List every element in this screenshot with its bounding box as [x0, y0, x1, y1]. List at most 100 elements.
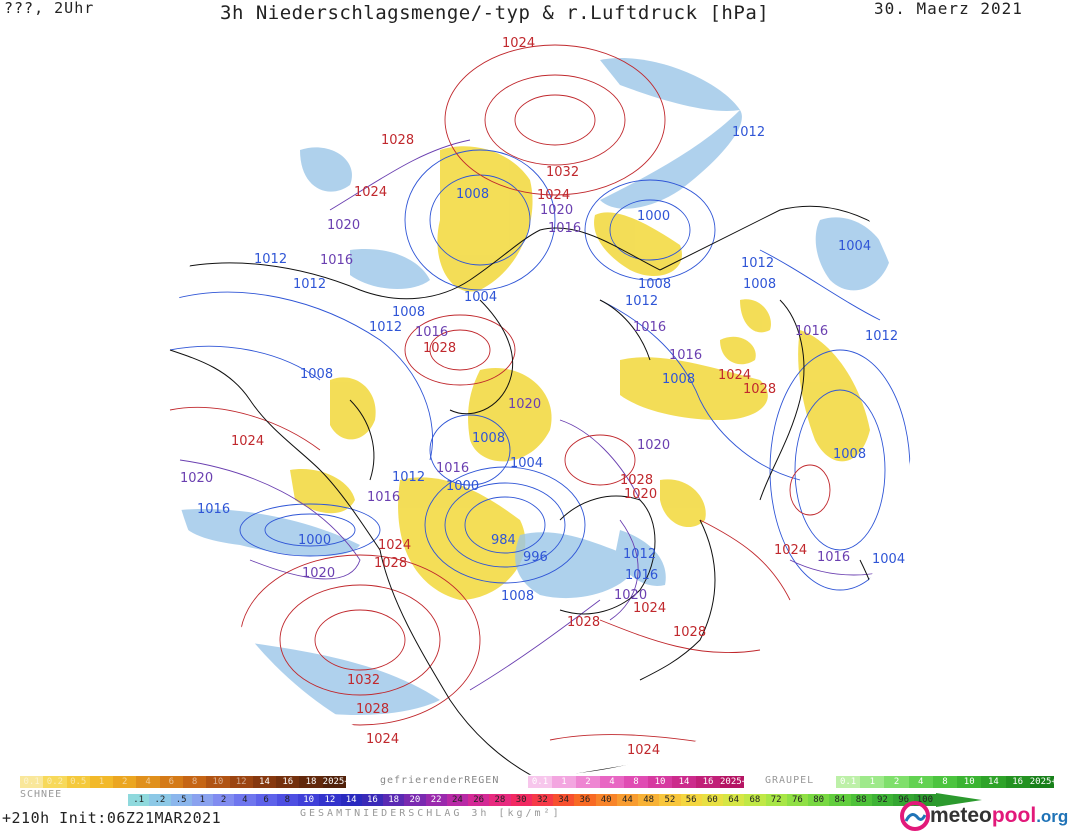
isobar-label: 1016: [795, 324, 828, 339]
isobar-label: 1016: [197, 502, 230, 517]
isobar-label: 1020: [624, 487, 657, 502]
isobar-label: 1028: [356, 702, 389, 717]
legend-graupel-swatch: 8: [932, 776, 958, 788]
isobar-label: 1028: [620, 473, 653, 488]
legend-snow-swatch: 64: [723, 794, 745, 806]
legend-rain-swatch: 10: [206, 776, 230, 788]
isobar-label: 1008: [638, 277, 671, 292]
total-precip-label: GESAMTNIEDERSCHLAG 3h [kg/m²]: [300, 808, 562, 819]
legend-graupel-swatch: 16: [1005, 776, 1030, 788]
isobar-label: 1008: [472, 431, 505, 446]
legend-snow-swatch: 60: [701, 794, 723, 806]
legend-freezing-swatch: 1: [552, 776, 576, 788]
isobar-label: 1004: [464, 290, 497, 305]
legend-snow-swatch: 22: [425, 794, 447, 806]
isobar-label: 1012: [392, 470, 425, 485]
isobar-label: 1028: [567, 615, 600, 630]
legend-freezing-swatch: 0.1: [528, 776, 552, 788]
legend-rain-swatch: 12: [229, 776, 253, 788]
isobar-label: 1028: [374, 556, 407, 571]
isobar-label: 1012: [254, 252, 287, 267]
isobar-label: 1000: [298, 533, 331, 548]
isobar-label: 1008: [392, 305, 425, 320]
legend-rain-swatch: 0.5: [66, 776, 90, 788]
legend-snow-swatch: 30: [510, 794, 532, 806]
isobar-label: 1000: [446, 479, 479, 494]
legend-freezing-swatch: 14: [672, 776, 696, 788]
legend-rain-swatch: 0.1: [20, 776, 44, 788]
legend-graupel-swatch: 14: [981, 776, 1006, 788]
isobar-label: 1032: [546, 165, 579, 180]
legend-freezing-swatch: 2025+: [720, 776, 748, 788]
isobar-label: 1028: [381, 133, 414, 148]
isobars-low: [169, 149, 911, 591]
isobar-label: 1020: [327, 218, 360, 233]
legend-snow-swatch: 72: [765, 794, 787, 806]
legend-graupel-swatch: 2025+: [1029, 776, 1057, 788]
isobar-label: 1012: [625, 294, 658, 309]
isobar-label: 1024: [366, 732, 399, 747]
legend-snow: .1.2.5 1 2 4 6 8 10 12 14 16 18 20 22 24 26 28 30 32 34 36 4…: [128, 794, 936, 806]
map-disc: [169, 44, 911, 775]
chart-title: 3h Niederschlagsmenge/-typ & r.Luftdruck…: [220, 2, 770, 24]
legend-snow-swatch: 34: [553, 794, 575, 806]
isobar-label: 1008: [833, 447, 866, 462]
isobar-label: 1024: [627, 743, 660, 758]
isobar-label: 1012: [741, 256, 774, 271]
legend-rain-swatch: 2025+: [322, 776, 350, 788]
isobars-high: [169, 44, 831, 746]
legend-rain-swatch: 4: [136, 776, 160, 788]
isobar-label: 1032: [347, 673, 380, 688]
legend-rain-swatch: 0.2: [43, 776, 67, 788]
legend-snow-swatch: 10: [298, 794, 320, 806]
isobar-label: 1024: [231, 434, 264, 449]
isobar-labels-mid: 1020 1016 1020 1020 1016 1020 1016 1016 …: [180, 203, 850, 603]
legend-snow-swatch: 88: [850, 794, 872, 806]
legend-snow-label: SCHNEE: [20, 789, 63, 800]
isobar-label: 1004: [872, 552, 905, 567]
legend-rain-swatch: 1: [89, 776, 114, 788]
isobar-label: 1028: [743, 382, 776, 397]
legend-snow-swatch: 8: [276, 794, 298, 806]
isobar-label: 1024: [633, 601, 666, 616]
legend-rain-swatch: 14: [252, 776, 277, 788]
legend-snow-swatch: 4: [234, 794, 256, 806]
isobar-label: 1016: [817, 550, 850, 565]
legend-rain-swatch: 8: [182, 776, 207, 788]
legend-snow-swatch: .1: [128, 794, 150, 806]
isobar-label: 1016: [633, 320, 666, 335]
isobar-label: 1024: [378, 538, 411, 553]
isobar-label: 1000: [637, 209, 670, 224]
isobar-label: 1016: [669, 348, 702, 363]
legend-snow-swatch: 6: [255, 794, 277, 806]
init-time: +210h Init:06Z21MAR2021: [2, 809, 222, 827]
isobar-label: 1024: [774, 543, 807, 558]
legend-snow-swatch: 1: [191, 794, 213, 806]
legend-snow-swatch: .5: [170, 794, 192, 806]
legend-snow-swatch: 68: [744, 794, 766, 806]
isobar-label: 1012: [732, 125, 765, 140]
isobar-label: 1012: [865, 329, 898, 344]
isobar-label: 1016: [548, 221, 581, 236]
isobar-label: 1016: [625, 568, 658, 583]
isobar-label: 1020: [180, 471, 213, 486]
legend-snow-swatch: 24: [446, 794, 468, 806]
isobar-label: 1020: [508, 397, 541, 412]
isobar-label: 1024: [354, 185, 387, 200]
legend-snow-swatch: 28: [489, 794, 511, 806]
legend-rain-swatch: 16: [276, 776, 300, 788]
isobar-label: 1020: [614, 588, 647, 603]
legend-freezing-swatch: 2: [576, 776, 600, 788]
isobar-label: 1024: [502, 36, 535, 51]
legend-graupel-swatch: 1: [860, 776, 885, 788]
meteopool-logo-icon: [900, 801, 930, 831]
legend-graupel-swatch: 10: [957, 776, 982, 788]
legend-rain: 0.1 0.2 0.5 1 2 4 6 8 10 12 14 16 18 2025+: [20, 776, 350, 788]
legend-snow-swatch: .2: [149, 794, 171, 806]
meteopool-logo[interactable]: meteopool.org: [900, 801, 1068, 831]
isobar-label: 1008: [662, 372, 695, 387]
isobar-labels-low: 1012 1008 1000 1012 1012 1004 1008 1012 …: [197, 125, 905, 604]
legend-snow-swatch: 40: [595, 794, 617, 806]
legend-freezing: 0.1 1 2 4 8 10 14 16 2025+: [528, 776, 748, 788]
